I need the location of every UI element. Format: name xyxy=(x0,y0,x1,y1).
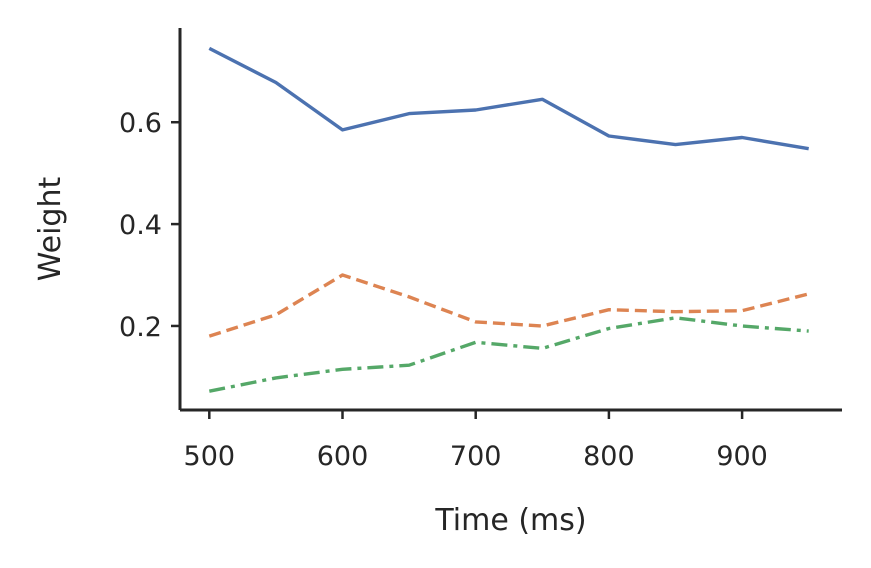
x-axis-label: Time (ms) xyxy=(434,503,586,538)
x-tick-label: 600 xyxy=(317,441,369,472)
y-tick-label: 0.6 xyxy=(119,108,162,139)
x-tick-label: 700 xyxy=(450,441,502,472)
series-line-2 xyxy=(208,273,810,338)
series-line-3 xyxy=(208,316,809,393)
series-line-1 xyxy=(208,46,809,151)
tick-group: 500 600 700 800 900 0.2 0.4 0.6 xyxy=(119,108,768,472)
y-tick-label: 0.2 xyxy=(119,312,162,343)
y-tick-label: 0.4 xyxy=(119,210,162,241)
x-tick-label: 900 xyxy=(716,441,768,472)
series-group xyxy=(208,46,810,393)
x-tick-label: 500 xyxy=(184,441,236,472)
chart-axes xyxy=(178,28,842,412)
x-tick-label: 800 xyxy=(583,441,635,472)
y-axis-label: Weight xyxy=(33,177,68,282)
